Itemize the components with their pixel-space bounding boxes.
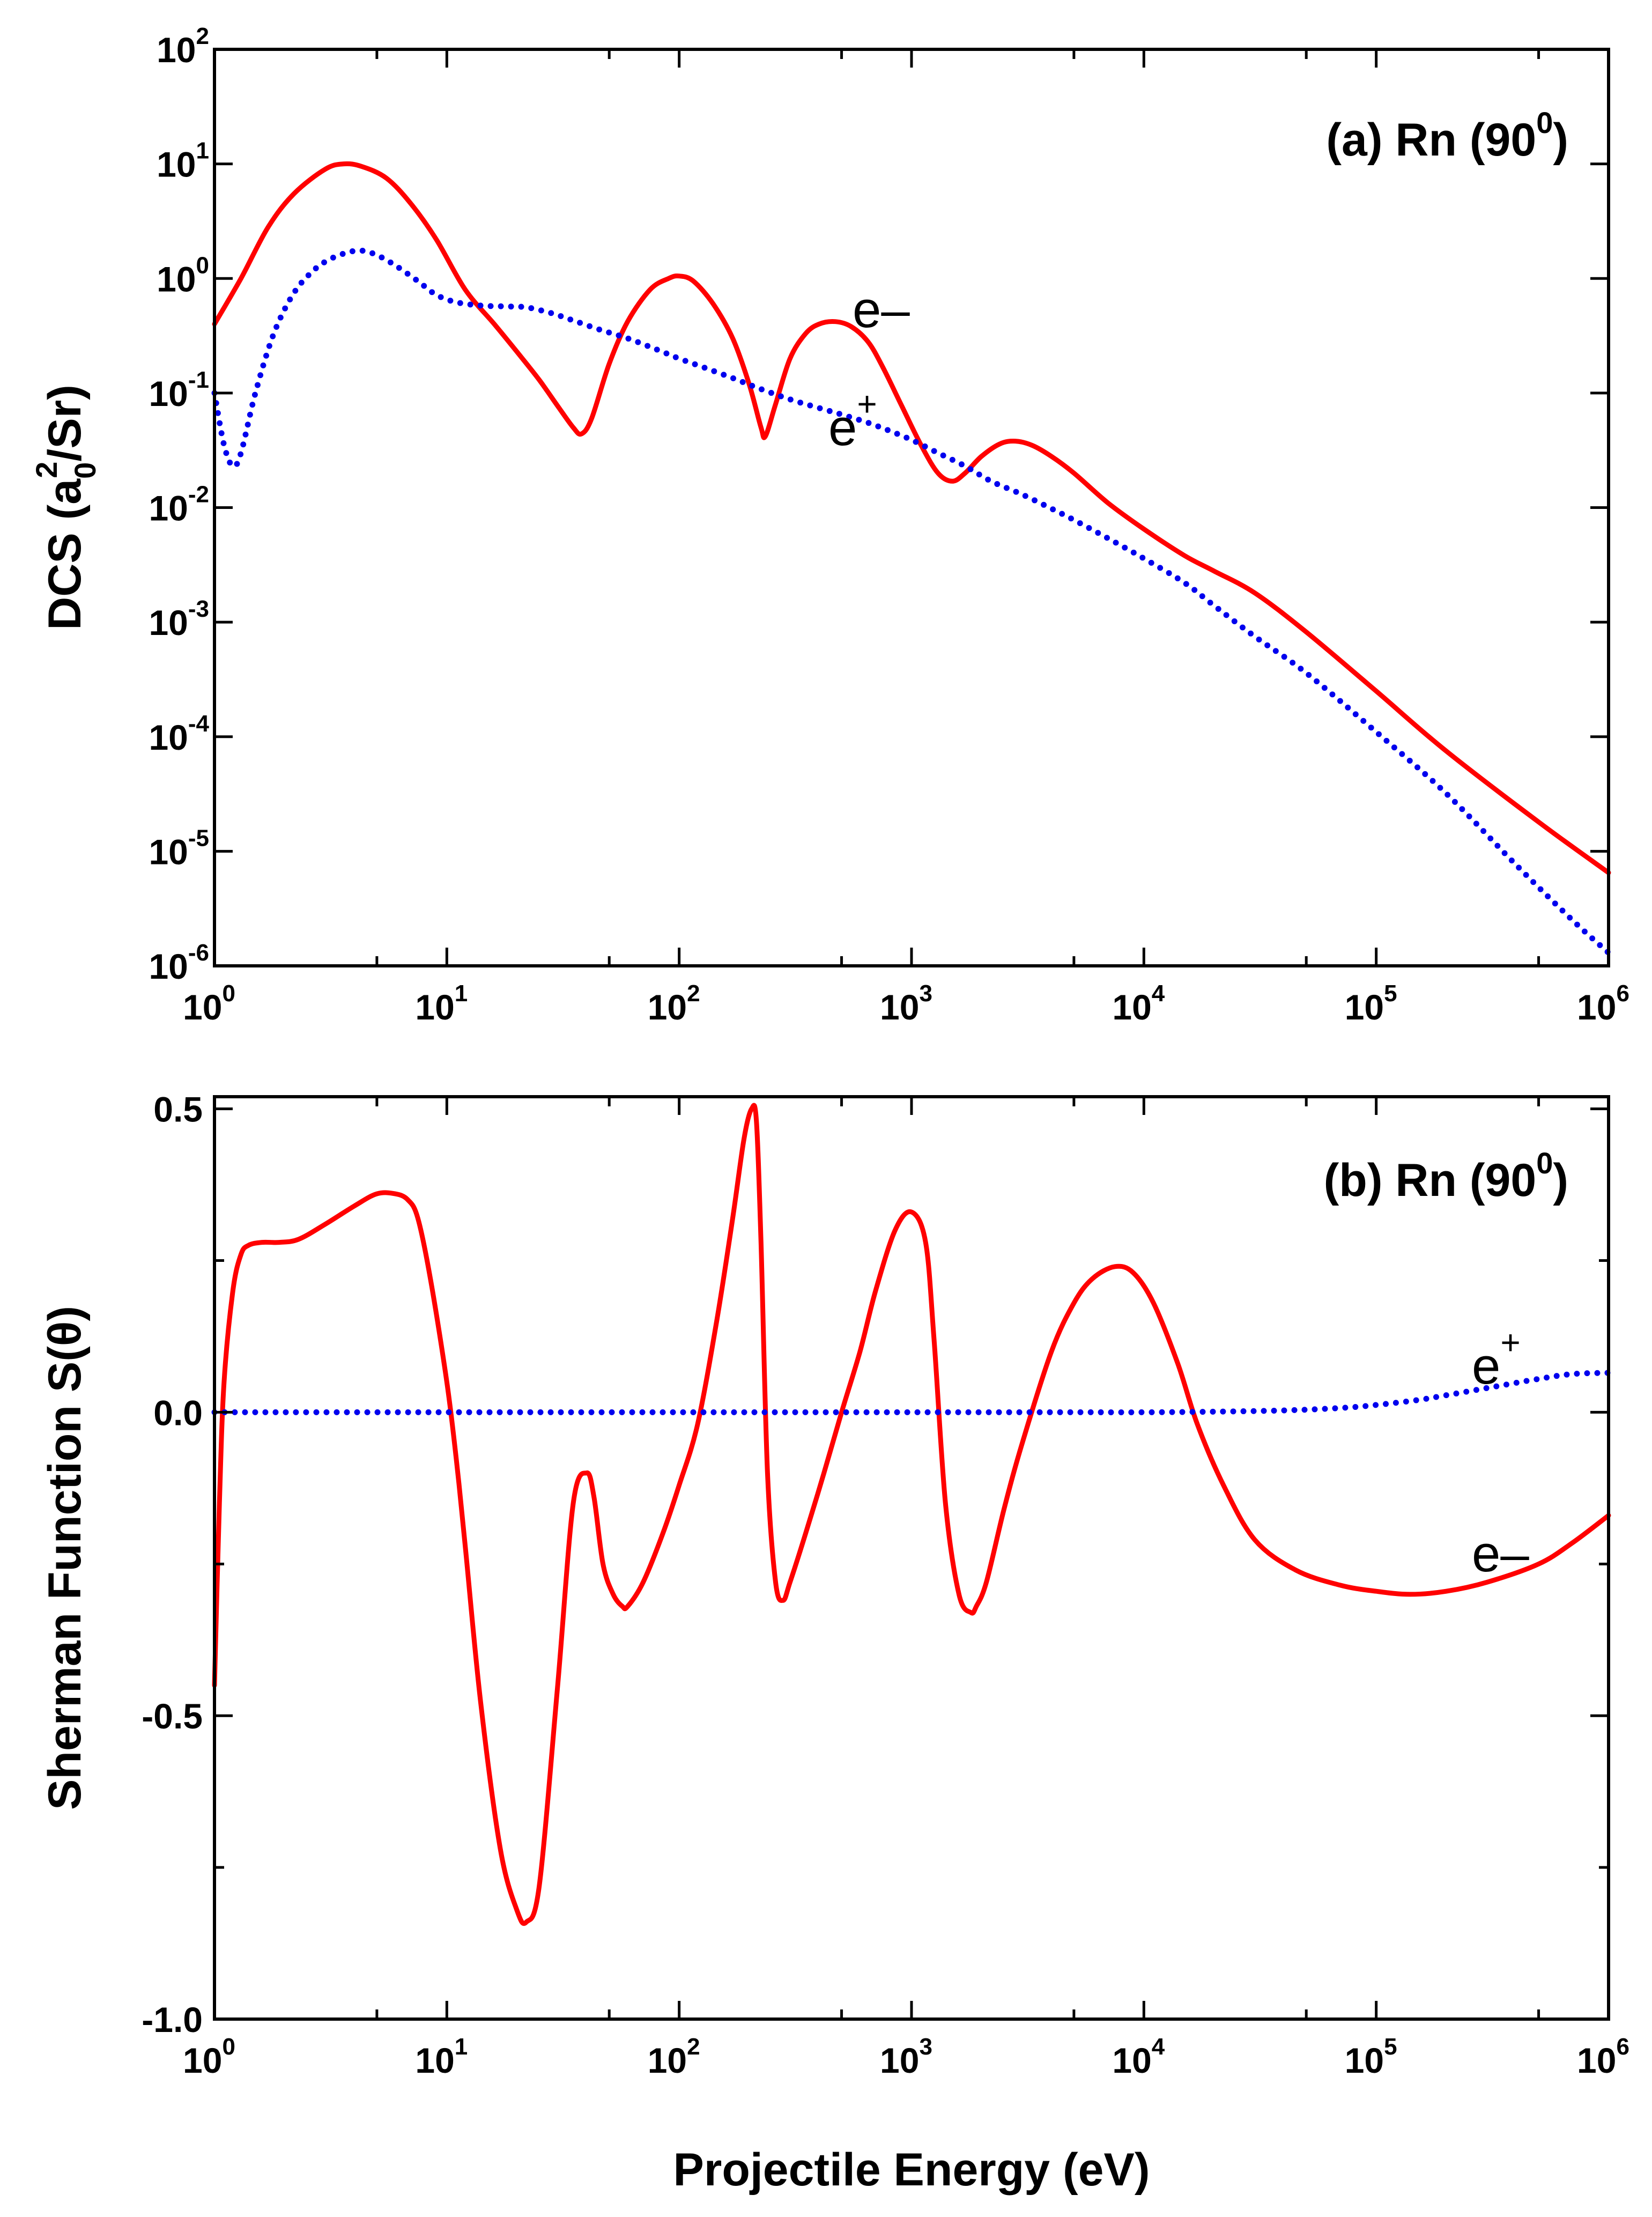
panel-a-xtick-label: 106: [1577, 980, 1629, 1027]
panel-b-sherman-chart: 100 101 102 103 104 105 106 0.5 0.0 -0.5 -1.0 (b) …: [39, 1090, 1629, 2080]
panel-b-xtick-label: 105: [1345, 2034, 1397, 2080]
panel-b-ytick-label: -1.0: [142, 2000, 203, 2039]
panel-a-ytick-label: 10-3: [149, 596, 209, 642]
panel-b-xtick-label: 104: [1112, 2034, 1165, 2080]
panel-a-series-positron-line: [211, 247, 1612, 956]
panel-b-series-positron-line: [211, 1370, 1612, 1415]
x-axis-label: Projectile Energy (eV): [673, 2144, 1150, 2196]
panel-b-label-electron: e–: [1472, 1525, 1529, 1583]
panel-b-ytick-label: 0.0: [153, 1393, 203, 1432]
panel-b-xtick-label: 106: [1577, 2034, 1629, 2080]
panel-a-ytick-label: 100: [157, 252, 209, 299]
panel-b-ytick-label: -0.5: [142, 1696, 203, 1736]
panel-a-xtick-label: 100: [183, 980, 235, 1027]
panel-b-xtick-label: 102: [648, 2034, 700, 2080]
panel-a-xtick-label: 104: [1112, 980, 1165, 1027]
panel-b-xtick-label: 103: [880, 2034, 932, 2080]
panel-a-label-positron: e+: [828, 385, 877, 456]
panel-b-ytick-label: 0.5: [153, 1090, 203, 1129]
panel-a-xtick-label: 102: [648, 980, 700, 1027]
panel-a-xtick-label: 103: [880, 980, 932, 1027]
panel-a-ytick-label: 102: [157, 23, 209, 70]
panel-b-ylabel: Sherman Function S(θ): [39, 1306, 91, 1810]
panel-a-ytick-label: 10-6: [149, 940, 209, 986]
panel-a-series-electron-line: [212, 161, 1611, 875]
panel-a-ytick-label: 101: [157, 138, 209, 184]
panel-b-title: (b) Rn (900): [1324, 1146, 1568, 1206]
panel-b-series-electron-line: [212, 1103, 1611, 1926]
panel-a-ytick-label: 10-4: [149, 711, 209, 757]
panel-a-dcs-chart: 100 101 102 103 104 105 106 102 101 100 10-1 10-2 10…: [29, 23, 1629, 1027]
panel-a-ytick-label: 10-2: [149, 482, 209, 528]
panel-a-ylabel: DCS (a02/Sr): [29, 385, 102, 630]
panel-a-ytick-label: 10-1: [149, 367, 209, 413]
panel-b-xtick-label: 101: [415, 2034, 468, 2080]
panel-b-label-positron: e+: [1472, 1323, 1521, 1395]
panel-a-frame: [213, 48, 1610, 967]
panel-a-title: (a) Rn (900): [1326, 106, 1568, 166]
panel-b-xtick-label: 100: [183, 2034, 235, 2080]
panel-a-ytick-label: 10-5: [149, 825, 209, 871]
panel-a-xtick-label: 105: [1345, 980, 1397, 1027]
panel-a-xtick-label: 101: [415, 980, 468, 1027]
panel-a-label-electron: e–: [853, 281, 910, 338]
